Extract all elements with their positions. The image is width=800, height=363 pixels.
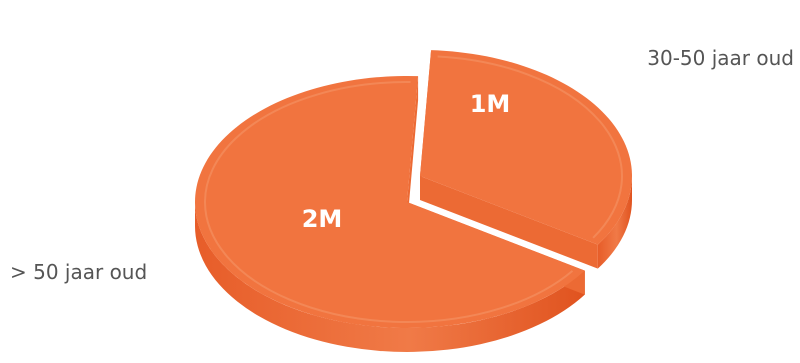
pie-slice-highlight-1 — [437, 55, 623, 239]
pie-slice-highlight-2 — [204, 81, 574, 323]
pie-slice-side-1 — [597, 176, 632, 269]
pie-slice-1 — [420, 50, 632, 245]
pie-slice-cut-2-2 — [407, 76, 419, 227]
slice-value-label-2: 2M — [302, 205, 343, 233]
pie-slice-cut-1-2 — [420, 176, 598, 269]
pie-slices — [195, 50, 632, 353]
category-label-over-50: > 50 jaar oud — [10, 260, 147, 284]
pie-slice-side-2 — [195, 202, 585, 353]
category-label-30-50: 30-50 jaar oud — [647, 46, 794, 70]
pie-labels: 1M 2M 30-50 jaar oud > 50 jaar oud — [10, 46, 794, 284]
slice-value-label-1: 1M — [470, 90, 511, 118]
pie-slice-2 — [195, 75, 585, 328]
